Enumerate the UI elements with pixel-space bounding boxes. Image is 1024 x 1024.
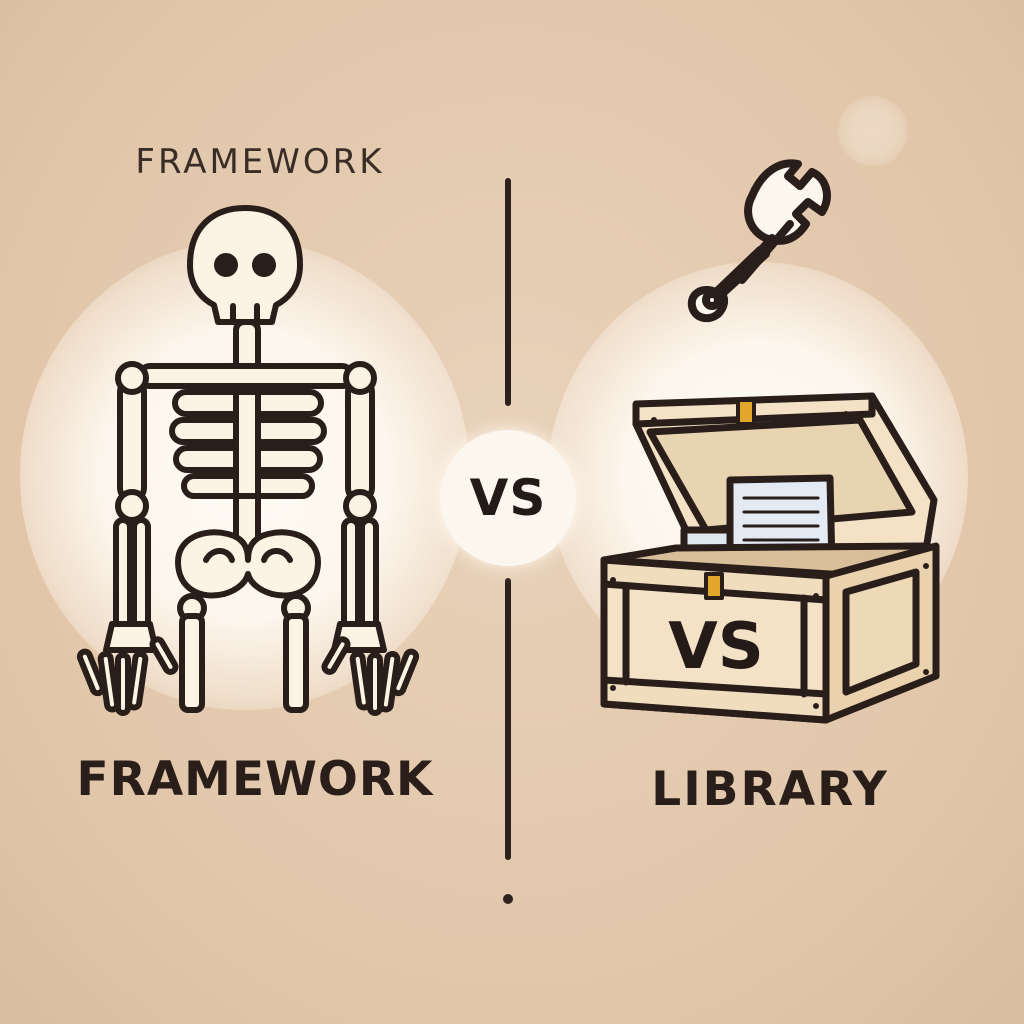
divider-line-upper: [505, 178, 511, 406]
framework-label: FRAMEWORK: [76, 752, 434, 807]
smudge: [838, 96, 908, 166]
library-label: LIBRARY: [651, 762, 889, 817]
divider-dot: [503, 894, 513, 904]
framework-heading: FRAMEWORK: [135, 142, 385, 182]
vs-badge: VS: [440, 430, 576, 566]
chest-label: VS: [668, 610, 764, 684]
treasure-chest-icon: VS: [600, 392, 940, 724]
divider-line-lower: [505, 578, 511, 860]
wrench-icon: [687, 159, 831, 323]
skeleton-icon: [76, 205, 420, 716]
